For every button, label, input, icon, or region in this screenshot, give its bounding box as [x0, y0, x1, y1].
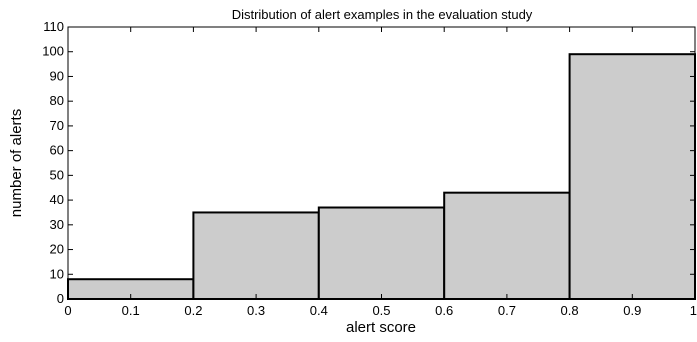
histogram-bar [570, 54, 695, 299]
y-tick-label: 0 [57, 291, 64, 306]
histogram-bar [193, 212, 318, 299]
x-axis-title: alert score [346, 319, 416, 336]
y-tick-label: 60 [50, 143, 64, 158]
y-tick-label: 90 [50, 68, 64, 83]
x-tick-label: 0.7 [498, 303, 516, 318]
histogram-bar [319, 208, 444, 299]
x-tick-label: 0 [64, 303, 71, 318]
y-tick-label: 10 [50, 266, 64, 281]
x-tick-label: 0.9 [623, 303, 641, 318]
x-tick-label: 0.6 [435, 303, 453, 318]
y-tick-label: 110 [43, 19, 64, 34]
y-tick-label: 30 [50, 217, 64, 232]
chart-title: Distribution of alert examples in the ev… [232, 7, 533, 22]
y-axis-title: number of alerts [8, 109, 25, 217]
y-tick-label: 50 [50, 167, 64, 182]
y-tick-label: 100 [42, 44, 64, 59]
x-tick-label: 0.3 [247, 303, 265, 318]
x-tick-label: 0.5 [372, 303, 390, 318]
bars-layer [68, 54, 695, 299]
histogram-bar [444, 193, 569, 299]
x-tick-label: 0.2 [184, 303, 202, 318]
y-tick-label: 80 [50, 93, 64, 108]
x-tick-label: 0.4 [310, 303, 328, 318]
x-tick-label: 1 [690, 303, 697, 318]
y-tick-label: 40 [50, 192, 64, 207]
y-tick-label: 70 [50, 118, 64, 133]
x-tick-label: 0.8 [561, 303, 579, 318]
x-tick-label: 0.1 [122, 303, 140, 318]
y-tick-label: 20 [50, 242, 64, 257]
